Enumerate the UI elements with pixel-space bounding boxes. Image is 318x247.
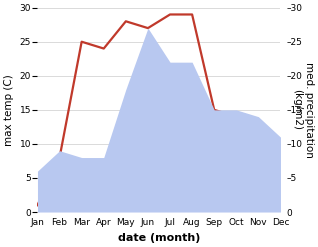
Y-axis label: med. precipitation
(kg/m2): med. precipitation (kg/m2) [292, 62, 314, 158]
Y-axis label: max temp (C): max temp (C) [4, 74, 14, 146]
X-axis label: date (month): date (month) [118, 233, 200, 243]
